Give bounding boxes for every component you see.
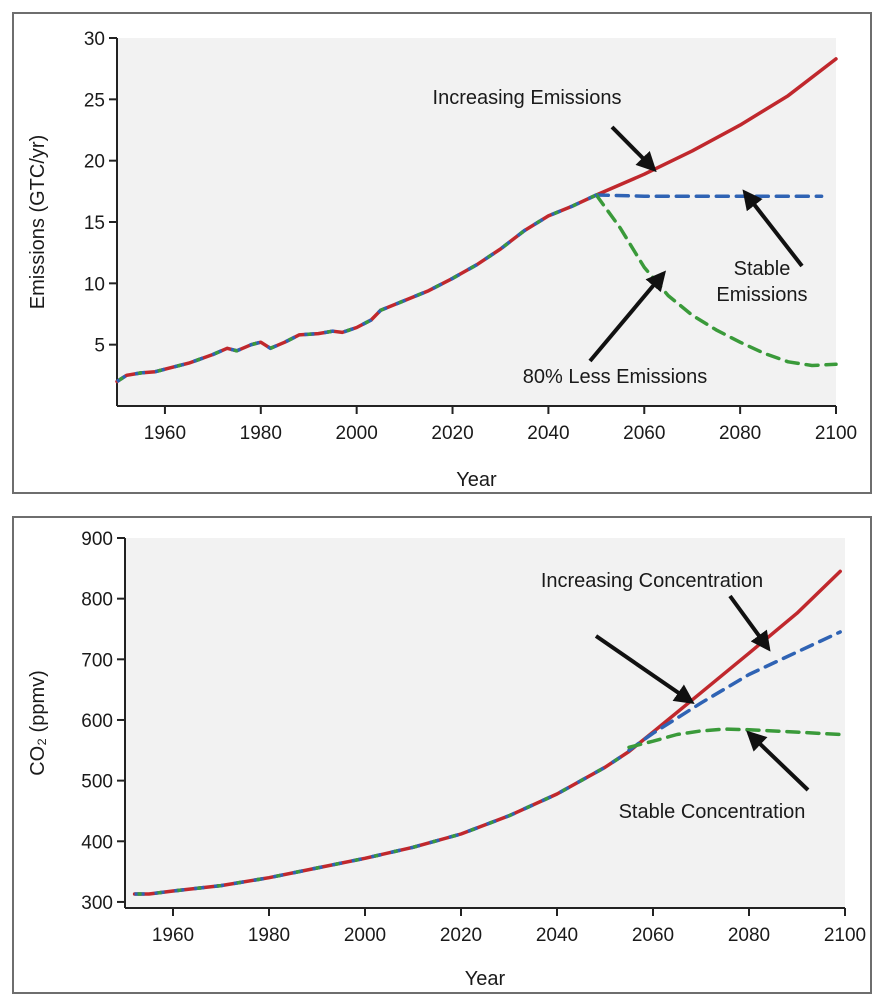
- chart-bottom: 300 400 500 600 700 800 900 1960 1980 2000 2020 204…: [27, 529, 866, 990]
- history-overlay-green-top: [116, 193, 598, 383]
- annotation-label-top-1-1: Emissions: [716, 284, 807, 306]
- annotation-label-bottom-2-0: Stable Concentration: [619, 801, 806, 823]
- x-tick-label-bottom-1960: 1960: [152, 925, 194, 946]
- x-tick-label-bottom-2040: 2040: [536, 925, 578, 946]
- y-tick-label-bottom-300: 300: [81, 893, 113, 914]
- annotation-arrow-bottom-1: [728, 594, 771, 652]
- y-tick-label-bottom-900: 900: [81, 529, 113, 550]
- y-tick-label-bottom-600: 600: [81, 711, 113, 732]
- series-line-bottom-0: [132, 569, 842, 896]
- x-tick-label-top-2020: 2020: [431, 423, 473, 444]
- x-axis-label-top: Year: [456, 469, 497, 491]
- annotation-arrow-bottom-0: [594, 634, 695, 705]
- series-line-bottom-2: [627, 727, 842, 750]
- x-tick-label-bottom-1980: 1980: [248, 925, 290, 946]
- x-tick-label-top-2100: 2100: [815, 423, 857, 444]
- y-tick-label-bottom-400: 400: [81, 832, 113, 853]
- annotation-label-top-1-0: Stable: [734, 258, 791, 280]
- annotation-label-bottom-0-0: Increasing Concentration: [541, 570, 763, 592]
- y-axis-label-bottom: CO₂ (ppmv): [27, 670, 49, 776]
- x-tick-label-top-2080: 2080: [719, 423, 761, 444]
- annotation-arrow-top-0: [610, 125, 657, 173]
- x-tick-label-top-1960: 1960: [144, 423, 186, 444]
- series-line-top-1: [594, 193, 824, 198]
- annotation-arrow-top-1: [742, 189, 804, 268]
- x-tick-label-bottom-2060: 2060: [632, 925, 674, 946]
- annotation-arrow-top-2: [588, 270, 667, 363]
- annotation-label-top-0-0: Increasing Emissions: [433, 87, 622, 109]
- y-tick-label-top-10: 10: [84, 274, 105, 295]
- plot-area-top: [117, 38, 836, 406]
- y-tick-label-top-5: 5: [94, 336, 105, 357]
- plot-area-bottom: [125, 538, 845, 908]
- y-tick-label-bottom-500: 500: [81, 772, 113, 793]
- x-tick-label-bottom-2100: 2100: [824, 925, 866, 946]
- x-axis-label-bottom: Year: [465, 968, 506, 990]
- chart-top: 5 10 15 20 25 30 1960 1980 2000 2020 2040 2060 2080 2…: [27, 29, 857, 491]
- x-tick-label-top-2040: 2040: [527, 423, 569, 444]
- y-tick-label-top-25: 25: [84, 90, 105, 111]
- annotation-arrow-bottom-2: [746, 730, 810, 792]
- y-tick-label-bottom-800: 800: [81, 590, 113, 611]
- x-tick-label-top-2000: 2000: [336, 423, 378, 444]
- series-line-bottom-1: [627, 630, 842, 753]
- y-tick-label-top-30: 30: [84, 29, 105, 50]
- annotation-label-top-2-0: 80% Less Emissions: [523, 366, 708, 388]
- y-tick-label-top-20: 20: [84, 152, 105, 173]
- x-tick-label-bottom-2080: 2080: [728, 925, 770, 946]
- x-tick-label-top-1980: 1980: [240, 423, 282, 444]
- series-line-top-2: [594, 193, 838, 368]
- y-tick-label-top-15: 15: [84, 213, 105, 234]
- x-tick-label-top-2060: 2060: [623, 423, 665, 444]
- x-tick-label-bottom-2020: 2020: [440, 925, 482, 946]
- y-axis-label-top: Emissions (GTC/yr): [27, 135, 49, 309]
- y-tick-label-bottom-700: 700: [81, 650, 113, 671]
- x-tick-label-bottom-2000: 2000: [344, 925, 386, 946]
